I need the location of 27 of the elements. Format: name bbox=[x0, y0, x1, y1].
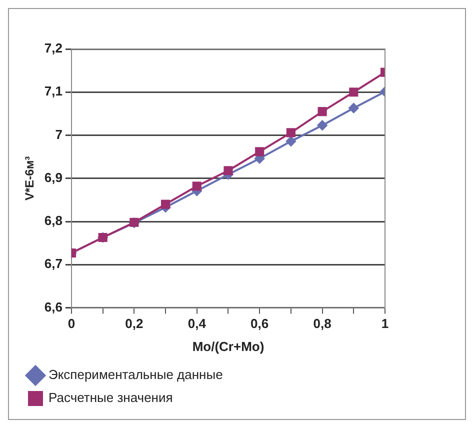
y-tick-label: 7,2 bbox=[44, 40, 62, 56]
point bbox=[348, 103, 359, 114]
y-axis-title: V*E-6м³ bbox=[22, 156, 37, 201]
point bbox=[192, 182, 202, 191]
point bbox=[286, 128, 296, 138]
point bbox=[224, 166, 233, 176]
x-tick-label: 0,4 bbox=[188, 316, 207, 332]
point bbox=[255, 147, 264, 156]
legend-label: Расчетные значения bbox=[48, 390, 173, 406]
legend-label: Экспериментальные данные bbox=[48, 367, 223, 382]
y-tick-label: 6,7 bbox=[44, 256, 62, 272]
x-tick-label: 0,8 bbox=[313, 316, 332, 332]
point bbox=[286, 136, 296, 146]
point bbox=[349, 88, 358, 97]
x-tick-label: 0,6 bbox=[250, 316, 269, 332]
y-tick-label: 6,8 bbox=[44, 213, 62, 228]
point bbox=[160, 200, 170, 209]
y-tick-label: 7 bbox=[55, 126, 62, 142]
y-tick-label: 6,6 bbox=[44, 299, 62, 314]
point bbox=[317, 120, 328, 130]
x-tick-label: 0,2 bbox=[125, 316, 144, 332]
x-axis-title: Mo/(Cr+Mo) bbox=[192, 338, 264, 354]
point bbox=[318, 107, 327, 116]
y-tick-label: 6,9 bbox=[44, 170, 62, 185]
x-tick-label: 1 bbox=[381, 316, 389, 332]
x-tick-label: 0 bbox=[68, 316, 76, 332]
y-tick-label: 7,1 bbox=[44, 84, 62, 99]
